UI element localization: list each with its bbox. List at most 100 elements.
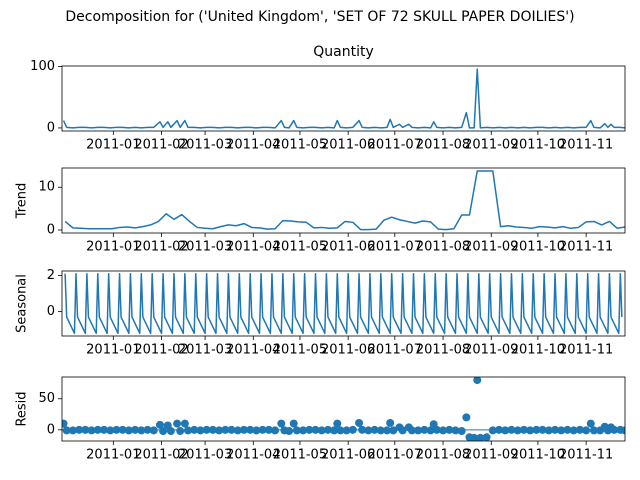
data-point bbox=[538, 425, 547, 434]
data-point bbox=[551, 425, 560, 434]
x-tick-label: 2011-08 bbox=[416, 448, 470, 463]
data-point bbox=[155, 420, 164, 429]
data-point bbox=[330, 426, 339, 435]
data-point bbox=[462, 413, 471, 422]
subplot: Quantity 0 100 2011-012011-022011-032011-04… bbox=[30, 44, 626, 153]
axes-frame bbox=[61, 167, 626, 234]
x-tick-label: 2011-06 bbox=[321, 240, 375, 255]
data-point bbox=[420, 425, 429, 434]
data-point bbox=[75, 425, 84, 434]
y-tick-label: 0 bbox=[47, 120, 55, 135]
data-point bbox=[470, 433, 479, 441]
data-point bbox=[233, 426, 242, 435]
data-point bbox=[311, 425, 320, 434]
plot-area bbox=[62, 68, 625, 129]
x-tick-label: 2011-03 bbox=[178, 138, 232, 153]
data-point bbox=[358, 425, 367, 434]
data-point bbox=[569, 426, 578, 435]
x-tick-label: 2011-03 bbox=[178, 240, 232, 255]
data-point bbox=[93, 425, 102, 434]
data-point bbox=[488, 426, 497, 435]
x-tick-label: 2011-05 bbox=[273, 343, 327, 358]
x-tick-label: 2011-03 bbox=[178, 343, 232, 358]
data-point bbox=[519, 425, 528, 434]
data-point bbox=[305, 425, 314, 434]
data-point bbox=[323, 425, 332, 434]
data-point bbox=[513, 426, 522, 435]
x-tick-label: 2011-07 bbox=[368, 448, 422, 463]
data-point bbox=[176, 427, 185, 436]
x-tick-label: 2011-10 bbox=[511, 448, 565, 463]
data-point bbox=[376, 426, 385, 435]
data-point bbox=[149, 426, 158, 435]
data-point bbox=[336, 426, 345, 435]
data-point bbox=[124, 426, 133, 435]
data-point bbox=[299, 426, 308, 435]
data-point bbox=[451, 426, 460, 435]
y-axis-label: Seasonal bbox=[15, 274, 30, 333]
plot-area bbox=[64, 272, 623, 335]
data-point bbox=[131, 425, 140, 434]
data-point bbox=[610, 425, 619, 434]
data-point bbox=[202, 425, 211, 434]
data-point bbox=[215, 426, 224, 435]
data-point bbox=[317, 426, 326, 435]
x-tick-label: 2011-03 bbox=[178, 448, 232, 463]
x-tick-label: 2011-01 bbox=[86, 343, 140, 358]
data-line bbox=[64, 272, 623, 335]
x-tick-label: 2011-09 bbox=[464, 240, 518, 255]
data-point bbox=[292, 426, 301, 435]
data-point bbox=[621, 426, 625, 435]
axes-frame bbox=[61, 65, 626, 132]
data-point bbox=[457, 427, 466, 436]
data-point bbox=[173, 419, 182, 428]
data-point bbox=[482, 433, 491, 441]
data-point bbox=[586, 419, 595, 428]
x-tick-label: 2011-06 bbox=[321, 343, 375, 358]
data-point bbox=[426, 426, 435, 435]
x-tick-label: 2011-09 bbox=[464, 138, 518, 153]
data-point bbox=[258, 425, 267, 434]
x-tick-label: 2011-10 bbox=[511, 138, 565, 153]
data-point bbox=[364, 426, 373, 435]
x-tick-label: 2011-04 bbox=[226, 448, 280, 463]
y-tick-label: 100 bbox=[30, 59, 55, 74]
x-tick-label: 2011-05 bbox=[273, 448, 327, 463]
data-point bbox=[246, 425, 255, 434]
plot-area bbox=[64, 170, 625, 231]
x-tick-label: 2011-07 bbox=[368, 138, 422, 153]
x-tick-label: 2011-01 bbox=[86, 138, 140, 153]
subplot-title: Quantity bbox=[313, 44, 374, 60]
subplot: Trend0102011-012011-022011-032011-042011… bbox=[15, 167, 626, 255]
x-tick-label: 2011-10 bbox=[511, 240, 565, 255]
x-tick-label: 2011-04 bbox=[226, 240, 280, 255]
data-point bbox=[87, 426, 96, 435]
data-point bbox=[501, 426, 510, 435]
y-tick-label: 0 bbox=[47, 223, 55, 238]
data-point bbox=[495, 425, 504, 434]
data-line bbox=[62, 68, 625, 129]
x-tick-label: 2011-02 bbox=[134, 138, 188, 153]
data-point bbox=[62, 419, 68, 428]
data-point bbox=[62, 426, 71, 435]
data-point bbox=[414, 426, 423, 435]
data-point bbox=[507, 425, 516, 434]
data-point bbox=[557, 426, 566, 435]
y-axis-label: Resid bbox=[15, 391, 30, 426]
x-tick-label: 2011-01 bbox=[86, 240, 140, 255]
data-point bbox=[271, 426, 280, 435]
x-tick-label: 2011-11 bbox=[559, 343, 613, 358]
data-point bbox=[370, 425, 379, 434]
data-point bbox=[589, 426, 598, 435]
x-tick-label: 2011-02 bbox=[134, 448, 188, 463]
data-point bbox=[473, 377, 482, 385]
data-point bbox=[333, 419, 342, 428]
data-point bbox=[264, 425, 273, 434]
data-point bbox=[386, 418, 395, 427]
x-tick-label: 2011-07 bbox=[368, 343, 422, 358]
data-point bbox=[112, 425, 121, 434]
data-point bbox=[544, 426, 553, 435]
data-point bbox=[342, 426, 351, 435]
x-tick-label: 2011-09 bbox=[464, 448, 518, 463]
